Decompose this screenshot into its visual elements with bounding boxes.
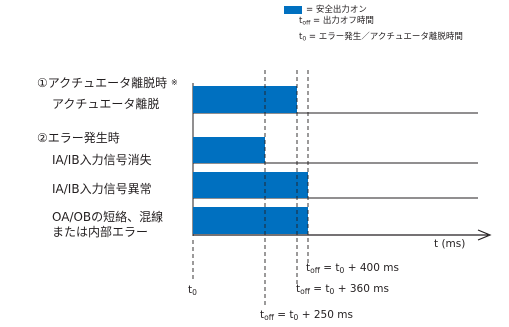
row-label-oa-line2: または内部エラー — [52, 225, 149, 239]
time-axis-label: t (ms) — [434, 238, 466, 250]
legend-safe-output: = 安全出力オン — [306, 5, 367, 15]
bar-ia-loss — [193, 137, 265, 163]
row-label-ia-abnormal: IA/IB入力信号異常 — [52, 182, 152, 196]
bar-oa-error — [193, 207, 308, 234]
row-label-ia-loss: IA/IB入力信号消失 — [52, 153, 152, 167]
t0-label: t0 — [188, 284, 197, 297]
legend-t0: t0 = エラー発生／アクチュエータ離脱時間 — [299, 32, 463, 43]
bar-actuator — [193, 86, 297, 113]
row-label-actuator: アクチュエータ離脱 — [52, 97, 160, 111]
legend-swatch — [284, 6, 302, 14]
legend-toff: toff = 出力オフ時間 — [299, 16, 374, 27]
case1-title: ①アクチュエータ離脱時 ※ — [37, 76, 178, 90]
toff-360-label: toff = t0 + 360 ms — [296, 283, 389, 296]
bar-ia-abnormal — [193, 172, 308, 198]
time-axis-arrow — [477, 229, 492, 241]
toff-400-label: toff = t0 + 400 ms — [306, 262, 399, 275]
case2-title: ②エラー発生時 — [37, 131, 120, 145]
toff-250-label: toff = t0 + 250 ms — [260, 309, 353, 322]
row-label-oa-line1: OA/OBの短絡、混線 — [52, 210, 164, 224]
